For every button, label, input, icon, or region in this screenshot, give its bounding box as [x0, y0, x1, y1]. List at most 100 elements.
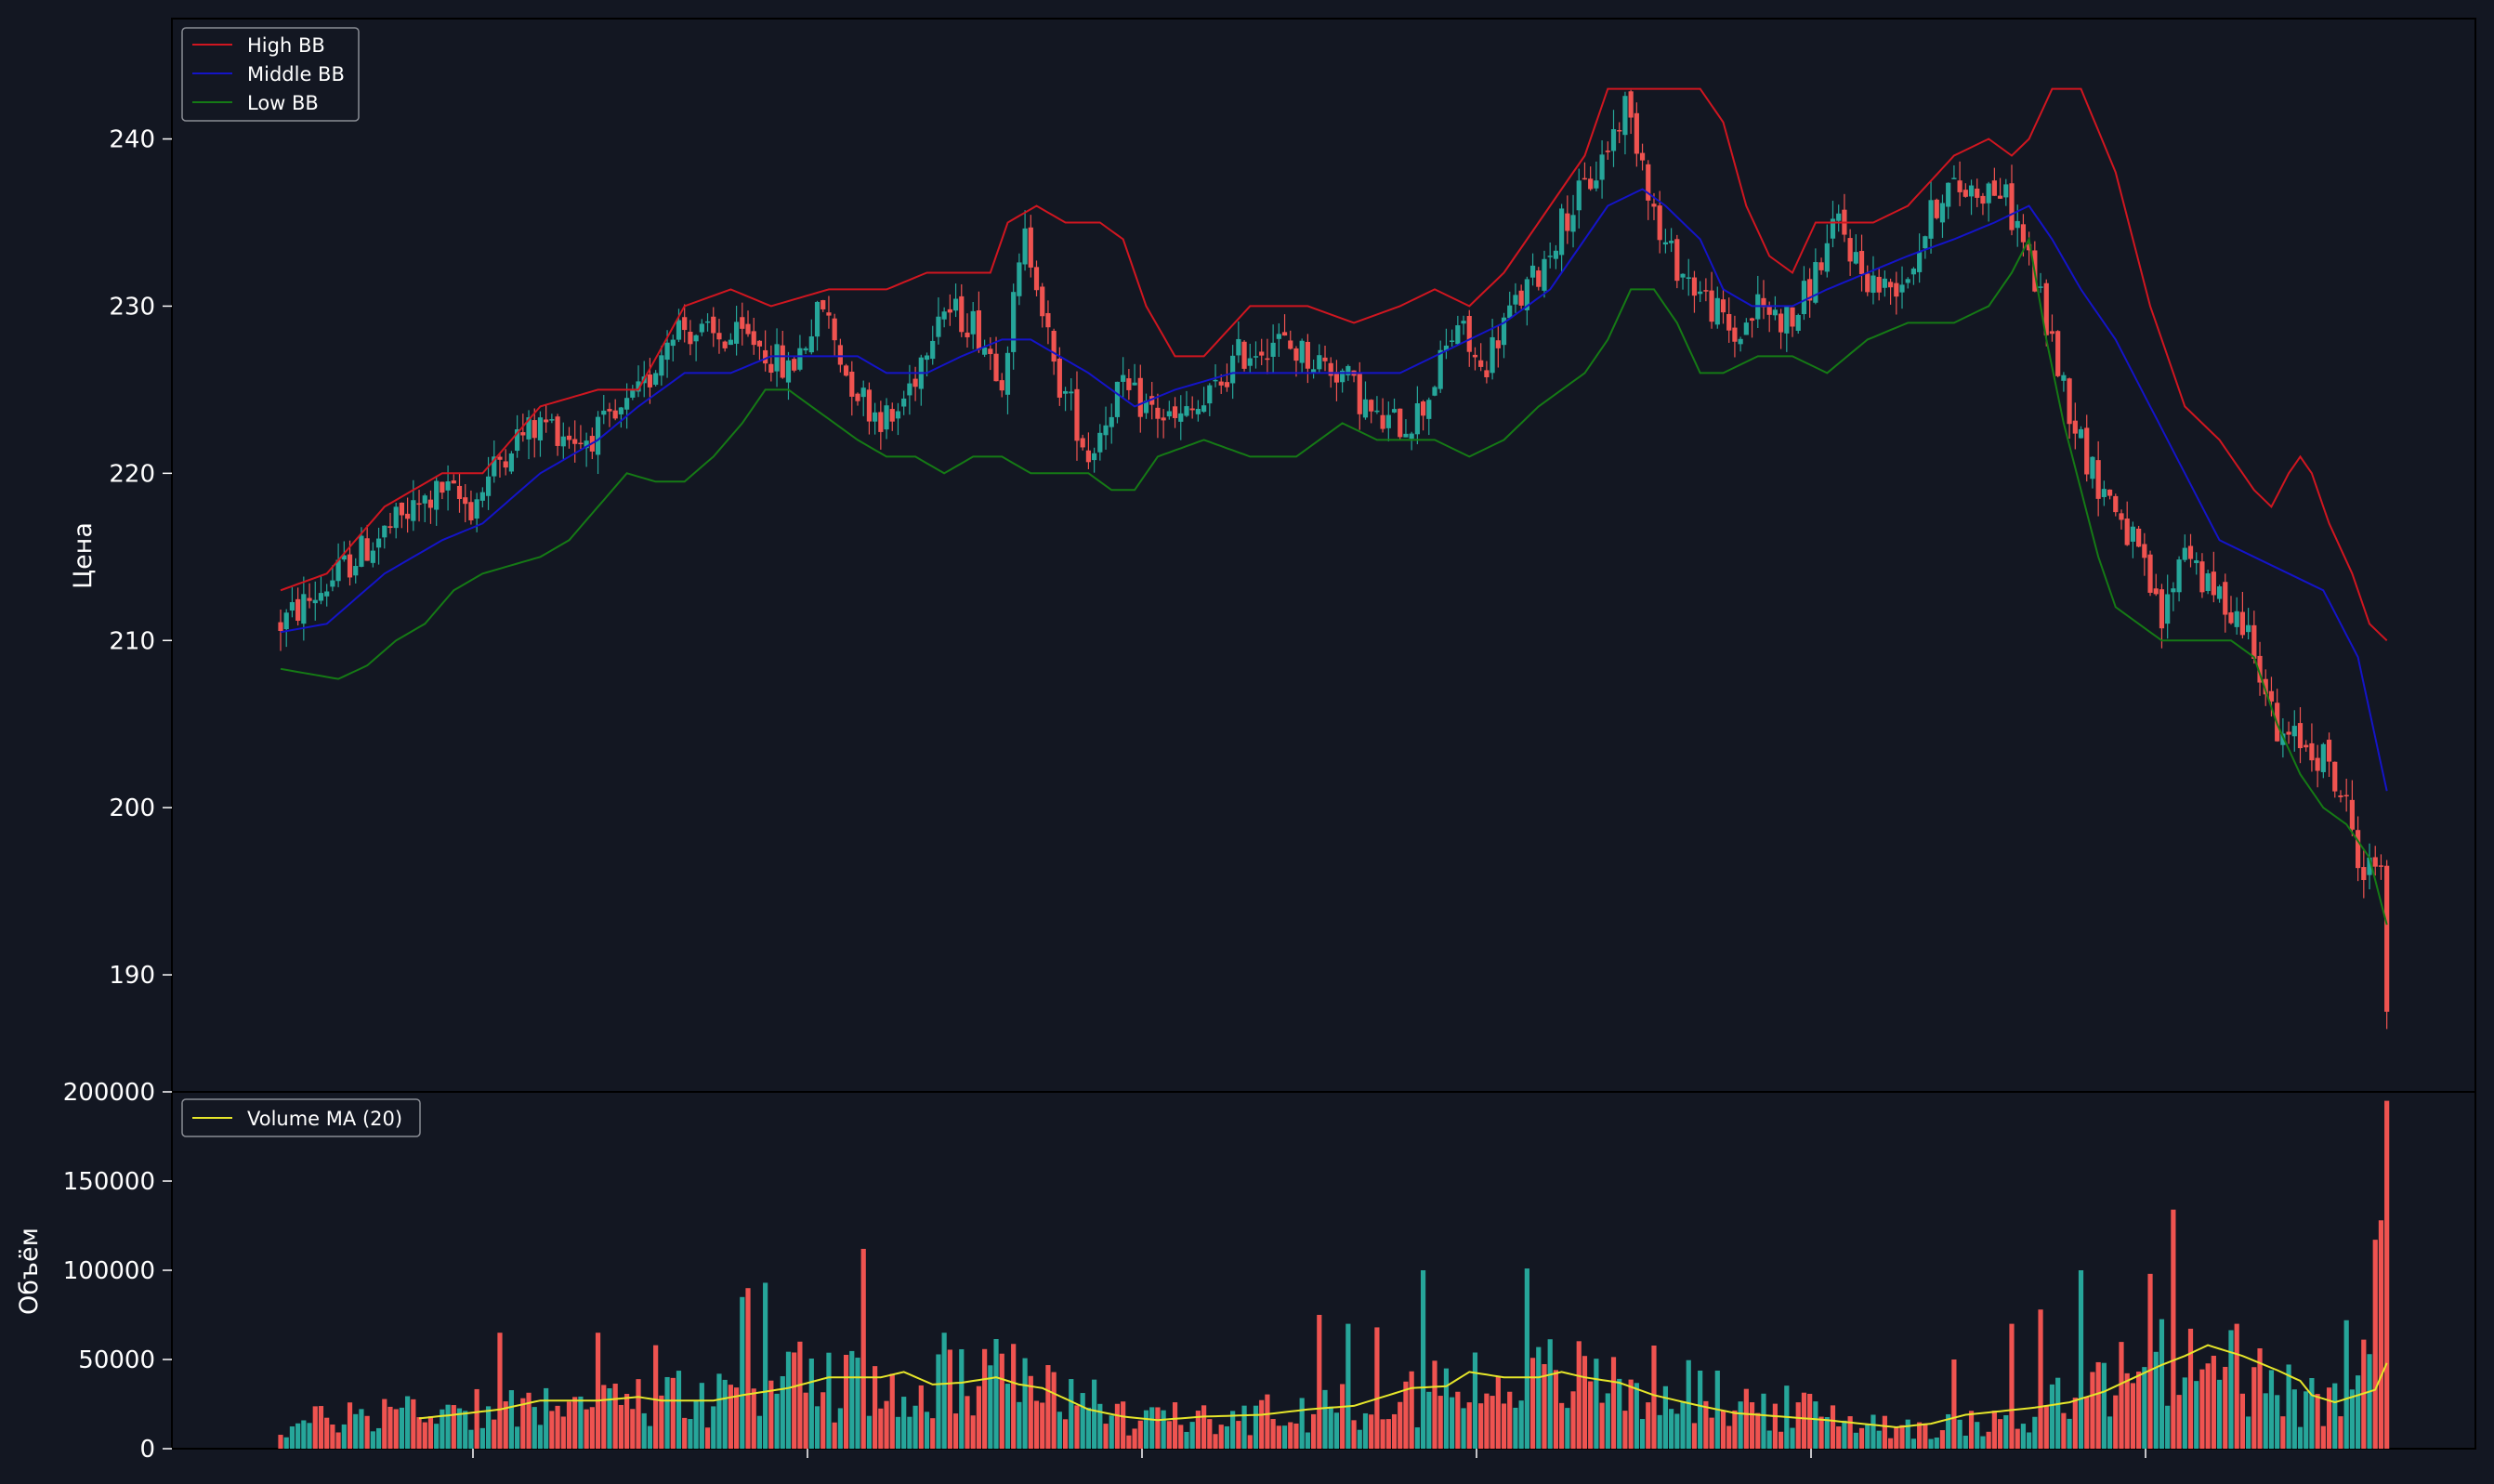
candle-body [468, 502, 474, 520]
candle-body [1605, 151, 1610, 152]
legend-label-low-bb: Low BB [247, 92, 319, 114]
volume-bar [849, 1350, 855, 1449]
price-axes-frame [171, 18, 2476, 1093]
candle-body [1247, 358, 1253, 366]
candle-body [1536, 270, 1542, 287]
candle-body [2372, 857, 2378, 867]
candle-body [2049, 331, 2055, 335]
volume-bar [1813, 1401, 1818, 1449]
volume-bar [1409, 1371, 1414, 1449]
candle-body [427, 499, 434, 508]
candle-body [1524, 279, 1529, 310]
candle-body [307, 598, 312, 601]
candle-body [1385, 414, 1391, 428]
volume-bar [826, 1352, 832, 1449]
candle-body [745, 323, 751, 335]
candle-body [2223, 582, 2228, 615]
candle-body [1594, 180, 1599, 189]
candle-body [889, 409, 895, 422]
price-y-tick-label: 220 [109, 460, 155, 488]
volume-bar [301, 1420, 307, 1449]
volume-bar [688, 1419, 693, 1449]
volume-bar [2297, 1426, 2304, 1449]
volume-y-tick-label: 50000 [78, 1346, 155, 1374]
volume-bar [2251, 1367, 2257, 1449]
candle-body [895, 411, 901, 419]
volume-bar [1126, 1435, 1132, 1449]
volume-bar [2078, 1270, 2084, 1449]
candle-body [479, 492, 485, 501]
candle-body [1599, 154, 1605, 180]
candle-body [1403, 433, 1409, 438]
volume-bar [751, 1388, 756, 1449]
volume-bar [595, 1333, 601, 1449]
candle-body [1634, 112, 1639, 154]
candle-body [1714, 297, 1720, 325]
volume-bar [1092, 1379, 1097, 1449]
candle-body [1824, 243, 1830, 272]
candle-body [1097, 432, 1103, 453]
volume-bar [427, 1416, 434, 1449]
volume-bar [1045, 1365, 1051, 1449]
volume-bar [641, 1412, 647, 1449]
candle-body [947, 309, 952, 313]
candle-body [1610, 129, 1617, 151]
volume-bar [1599, 1402, 1605, 1449]
volume-bar [1536, 1346, 1542, 1449]
candle-body [1847, 238, 1853, 262]
candle-body [993, 353, 999, 382]
volume-bar [1195, 1411, 1201, 1449]
candle-body [2130, 526, 2136, 542]
candle-body [1980, 195, 1986, 204]
candle-body [1542, 258, 1547, 291]
volume-bar [1939, 1430, 1946, 1449]
candle-body [474, 499, 479, 519]
candle-body [2263, 678, 2268, 695]
volume-bar [2101, 1362, 2107, 1449]
volume-bar [318, 1406, 324, 1449]
volume-bar [479, 1427, 485, 1449]
candle-body [820, 300, 826, 309]
candle-body [1617, 129, 1622, 132]
volume-bar [1270, 1419, 1276, 1449]
candle-body [1899, 284, 1905, 293]
volume-bar [1322, 1389, 1328, 1449]
volume-y-tick-label: 0 [139, 1436, 155, 1464]
candle-body [416, 503, 422, 506]
candle-body [2003, 184, 2009, 198]
candle-body [814, 301, 820, 337]
volume-bar [2349, 1389, 2355, 1449]
volume-bar [814, 1406, 820, 1449]
candle-body [278, 622, 283, 631]
candle-body [2356, 830, 2361, 869]
volume-bar [1357, 1429, 1362, 1449]
candle-body [1939, 203, 1946, 223]
volume-bar [941, 1333, 947, 1449]
volume-bar [2084, 1396, 2090, 1449]
volume-bar [2343, 1320, 2349, 1449]
volume-bar [382, 1399, 387, 1449]
middle-bb-line [280, 188, 2388, 792]
volume-bar [2009, 1323, 2015, 1449]
volume-bar [1755, 1412, 1761, 1449]
candle-body [1726, 313, 1732, 331]
volume-bar [722, 1379, 728, 1449]
candle-body [988, 348, 993, 355]
volume-bar [451, 1405, 456, 1449]
volume-bar [1317, 1315, 1322, 1449]
candle-body [1720, 299, 1726, 313]
candle-body [1011, 292, 1017, 352]
volume-bar [1887, 1438, 1894, 1449]
volume-bar [2055, 1377, 2061, 1449]
volume-bar [578, 1396, 584, 1449]
volume-bar [1369, 1414, 1374, 1449]
volume-bar [1639, 1419, 1646, 1449]
candle-body [2304, 744, 2309, 748]
legend-label-high-bb: High BB [247, 34, 325, 57]
candle-body [1004, 352, 1011, 395]
volume-bar [289, 1426, 295, 1449]
volume-bar [1651, 1346, 1657, 1449]
volume-bar [843, 1354, 849, 1449]
candle-body [1028, 227, 1033, 268]
candle-body [1391, 409, 1398, 413]
